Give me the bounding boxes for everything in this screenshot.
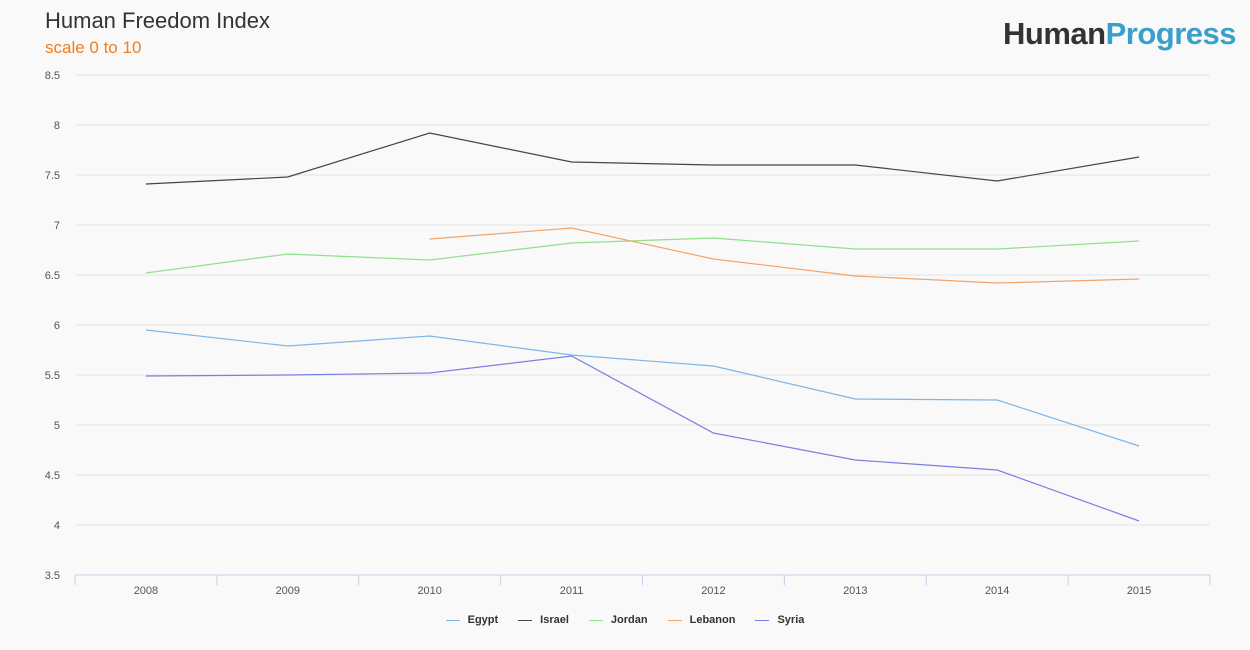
x-tick-label: 2009 — [276, 585, 300, 597]
legend-item-egypt[interactable]: Egypt — [445, 614, 499, 626]
legend-swatch — [667, 619, 682, 621]
y-tick-label: 6.5 — [45, 270, 60, 282]
legend-swatch — [445, 619, 460, 621]
legend-label: Israel — [540, 614, 569, 626]
chart-subtitle: scale 0 to 10 — [45, 38, 142, 57]
legend-item-lebanon[interactable]: Lebanon — [667, 614, 736, 626]
y-tick-label: 6 — [54, 320, 60, 332]
y-tick-label: 4.5 — [45, 470, 60, 482]
humanprogress-logo[interactable]: HumanProgress — [1003, 16, 1236, 52]
legend-label: Syria — [777, 614, 805, 626]
y-tick-label: 7.5 — [45, 170, 60, 182]
grid-lines: 3.5 4 4.5 5 5.5 6 6.5 7 7.5 8 8.5 — [45, 70, 1210, 582]
x-tick-label: 2012 — [701, 585, 725, 597]
x-axis: 2008 2009 2010 2011 2012 2013 2014 2015 — [74, 574, 1211, 597]
series-line-jordan[interactable] — [145, 237, 1140, 274]
legend-item-israel[interactable]: Israel — [518, 614, 569, 626]
series-line-lebanon[interactable] — [429, 227, 1140, 284]
y-tick-label: 4 — [54, 520, 60, 532]
legend-label: Jordan — [610, 614, 648, 626]
y-tick-label: 8 — [54, 120, 60, 132]
x-tick-label: 2010 — [417, 585, 441, 597]
chart-legend: Egypt Israel Jordan Lebanon Syria — [0, 614, 1250, 626]
y-tick-label: 8.5 — [45, 70, 60, 82]
legend-swatch — [588, 619, 603, 621]
y-tick-label: 5 — [54, 420, 60, 432]
y-tick-label: 5.5 — [45, 370, 60, 382]
x-tick-label: 2015 — [1127, 585, 1151, 597]
legend-item-syria[interactable]: Syria — [755, 614, 804, 626]
x-tick-label: 2008 — [134, 585, 158, 597]
x-tick-label: 2011 — [560, 585, 584, 597]
x-tick-label: 2014 — [985, 585, 1009, 597]
legend-item-jordan[interactable]: Jordan — [588, 614, 648, 626]
y-tick-label: 7 — [54, 220, 60, 232]
series-line-egypt[interactable] — [145, 329, 1140, 447]
legend-label: Egypt — [467, 614, 499, 626]
legend-label: Lebanon — [689, 614, 736, 626]
logo-text-human: Human — [1003, 16, 1106, 51]
logo-text-progress: Progress — [1105, 16, 1237, 51]
series-lines — [145, 132, 1140, 522]
series-line-syria[interactable] — [145, 355, 1140, 522]
chart-title: Human Freedom Index — [45, 8, 270, 33]
x-tick-label: 2013 — [843, 585, 867, 597]
y-tick-label: 3.5 — [45, 570, 60, 582]
legend-swatch — [518, 619, 533, 621]
legend-swatch — [755, 619, 770, 621]
series-line-israel[interactable] — [145, 132, 1140, 185]
